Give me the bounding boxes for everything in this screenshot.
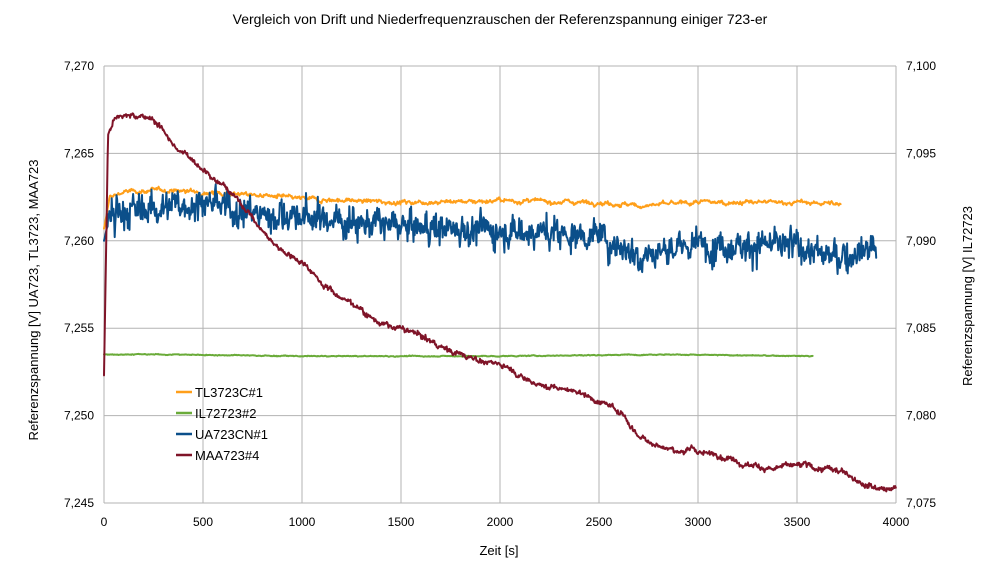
- y-right-tick-label: 7,080: [906, 409, 936, 423]
- y-right-tick-label: 7,075: [906, 496, 936, 510]
- series-line-ua723cn-1: [103, 183, 878, 275]
- x-tick-label: 4000: [883, 515, 910, 529]
- y-right-tick-label: 7,090: [906, 234, 936, 248]
- x-tick-label: 3500: [784, 515, 811, 529]
- y-left-tick-label: 7,245: [64, 496, 94, 510]
- x-tick-label: 2500: [586, 515, 613, 529]
- axes: 7,245 7,075 7,250 7,080 7,255 7,085 7,260 7,090…: [64, 59, 936, 529]
- series-line-maa723-4: [103, 112, 897, 493]
- y-axis-right-label: Referenzspannung [V] IL72723: [960, 206, 975, 386]
- y-right-tick-label: 7,085: [906, 321, 936, 335]
- x-tick-label: 1500: [388, 515, 415, 529]
- y-left-tick-label: 7,255: [64, 321, 94, 335]
- x-tick-label: 2000: [487, 515, 514, 529]
- x-tick-label: 0: [101, 515, 108, 529]
- y-left-tick-label: 7,265: [64, 146, 94, 160]
- legend-label: MAA723#4: [195, 448, 259, 463]
- series-line-il72723-2: [103, 352, 814, 358]
- x-tick-label: 500: [193, 515, 213, 529]
- y-axis-left-label: Referenzspannung [V] UA723, TL3723, MAA7…: [26, 160, 41, 441]
- y-right-tick-label: 7,100: [906, 59, 936, 73]
- legend: TL3723C#1 IL72723#2 UA723CN#1 MAA723#4: [176, 385, 268, 463]
- y-left-tick-label: 7,250: [64, 409, 94, 423]
- legend-label: UA723CN#1: [195, 427, 268, 442]
- y-left-tick-label: 7,270: [64, 59, 94, 73]
- legend-label: TL3723C#1: [195, 385, 263, 400]
- plot-area: [103, 112, 897, 493]
- x-tick-label: 3000: [685, 515, 712, 529]
- legend-label: IL72723#2: [195, 406, 256, 421]
- x-axis-label: Zeit [s]: [479, 543, 518, 558]
- y-right-tick-label: 7,095: [906, 146, 936, 160]
- chart-title: Vergleich von Drift und Niederfrequenzra…: [233, 11, 768, 27]
- y-left-tick-label: 7,260: [64, 234, 94, 248]
- x-tick-label: 1000: [289, 515, 316, 529]
